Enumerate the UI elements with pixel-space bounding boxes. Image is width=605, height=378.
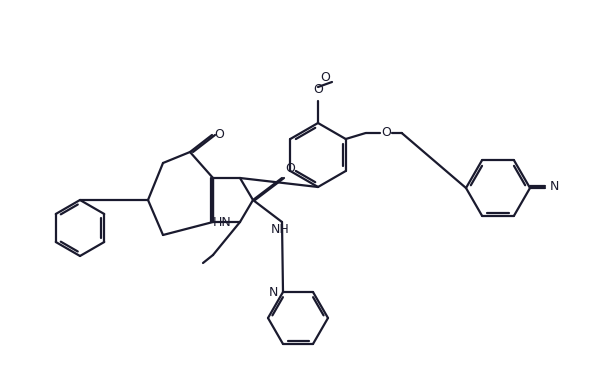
- Text: O: O: [320, 71, 330, 84]
- Text: O: O: [313, 83, 323, 96]
- Text: HN: HN: [212, 217, 231, 229]
- Text: O: O: [285, 162, 295, 175]
- Text: N: N: [550, 181, 560, 194]
- Text: N: N: [269, 285, 278, 299]
- Text: O: O: [214, 127, 224, 141]
- Text: NH: NH: [270, 223, 289, 236]
- Text: O: O: [381, 127, 391, 139]
